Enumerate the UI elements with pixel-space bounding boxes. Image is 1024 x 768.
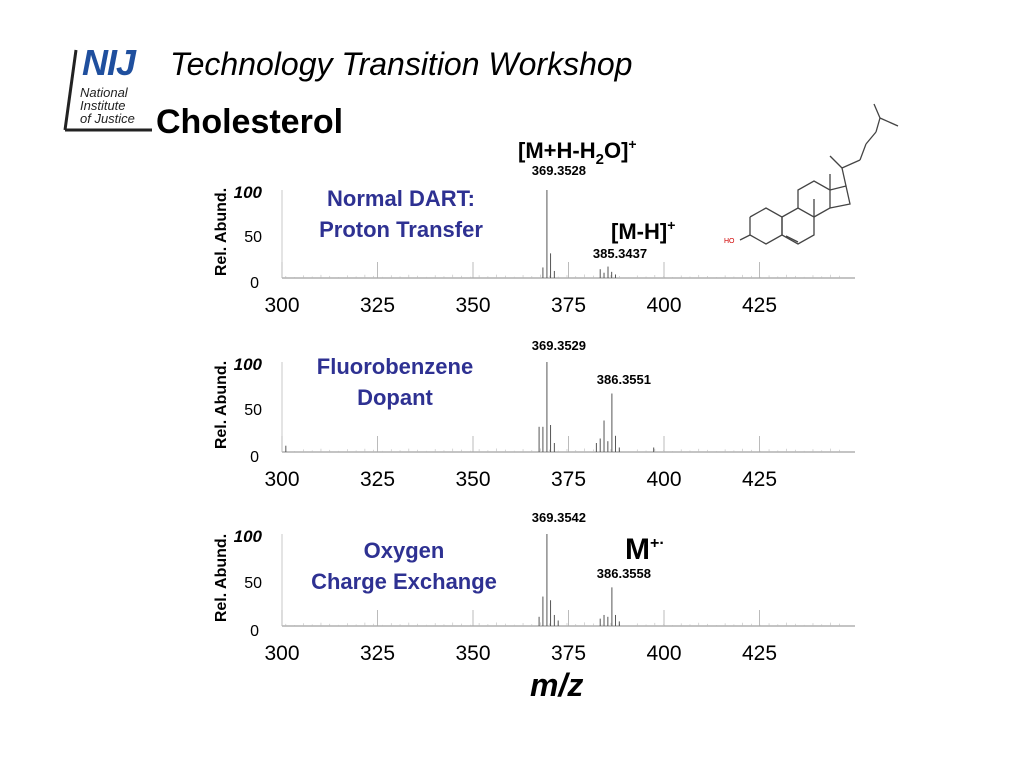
method-2-line-2: Dopant xyxy=(357,385,433,410)
x-tick-label: 350 xyxy=(455,294,490,317)
logo-bracket-icon xyxy=(63,49,152,132)
y-axis-label: Rel. Abund. xyxy=(213,534,230,622)
y-axis-label: Rel. Abund. xyxy=(213,361,230,449)
x-tick-label: 325 xyxy=(360,468,395,491)
x-tick-label: 325 xyxy=(360,294,395,317)
logo-line-1: National xyxy=(80,85,128,100)
cholesterol-structure-icon xyxy=(739,103,899,245)
y-tick-label: 0 xyxy=(250,623,259,640)
y-tick-label: 50 xyxy=(244,402,262,419)
method-1-line-2: Proton Transfer xyxy=(319,217,483,242)
peak-annotation: 369.3528 xyxy=(532,163,586,178)
peak-annotation: 369.3529 xyxy=(532,338,586,353)
workshop-title: Technology Transition Workshop xyxy=(170,46,633,82)
method-label-3: Oxygen Charge Exchange xyxy=(290,535,518,597)
y-tick-label: 0 xyxy=(250,449,259,466)
x-tick-label: 300 xyxy=(264,468,299,491)
y-tick-label: 100 xyxy=(234,527,263,546)
x-tick-label: 400 xyxy=(646,468,681,491)
method-3-line-2: Charge Exchange xyxy=(311,569,497,594)
peak-annotation: 369.3542 xyxy=(532,510,586,525)
y-axis-label: Rel. Abund. xyxy=(213,188,230,276)
ion-label-m-h: [M-H]+ xyxy=(611,217,675,244)
x-tick-label: 400 xyxy=(646,294,681,317)
x-tick-label: 375 xyxy=(551,468,586,491)
x-tick-label: 300 xyxy=(264,642,299,665)
x-tick-label: 300 xyxy=(264,294,299,317)
peak-annotation: 386.3551 xyxy=(597,372,651,387)
y-tick-label: 100 xyxy=(234,355,263,374)
nij-logo: NIJ National Institute of Justice xyxy=(62,42,154,134)
method-3-line-1: Oxygen xyxy=(363,538,445,563)
logo-text: NIJ xyxy=(82,42,136,83)
y-tick-label: 50 xyxy=(244,575,262,592)
peak-annotation: 385.3437 xyxy=(593,246,647,261)
method-label-1: Normal DART: Proton Transfer xyxy=(290,183,512,245)
peak-annotation: 386.3558 xyxy=(597,566,651,581)
logo-line-2: Institute xyxy=(80,98,126,113)
method-label-2: Fluorobenzene Dopant xyxy=(285,351,505,413)
method-1-line-1: Normal DART: xyxy=(327,186,475,211)
slide-title: Cholesterol xyxy=(156,103,344,141)
ion-label-mh-h2o: [M+H-H2O]+ xyxy=(518,136,637,168)
y-tick-label: 50 xyxy=(244,229,262,246)
method-2-line-1: Fluorobenzene xyxy=(316,354,474,379)
logo-line-3: of Justice xyxy=(80,111,135,126)
x-tick-label: 325 xyxy=(360,642,395,665)
x-tick-label: 375 xyxy=(551,642,586,665)
x-tick-label: 425 xyxy=(742,642,777,665)
hydroxyl-label: HO xyxy=(724,238,735,245)
x-tick-label: 400 xyxy=(646,642,681,665)
y-tick-label: 0 xyxy=(250,275,259,292)
x-tick-label: 375 xyxy=(551,294,586,317)
x-tick-label: 425 xyxy=(742,468,777,491)
x-tick-label: 350 xyxy=(455,642,490,665)
x-tick-label: 350 xyxy=(455,468,490,491)
x-tick-label: 425 xyxy=(742,294,777,317)
ion-label-m-radical: M+· xyxy=(625,533,665,566)
x-axis-label: m/z xyxy=(530,667,584,703)
y-tick-label: 100 xyxy=(234,183,263,202)
